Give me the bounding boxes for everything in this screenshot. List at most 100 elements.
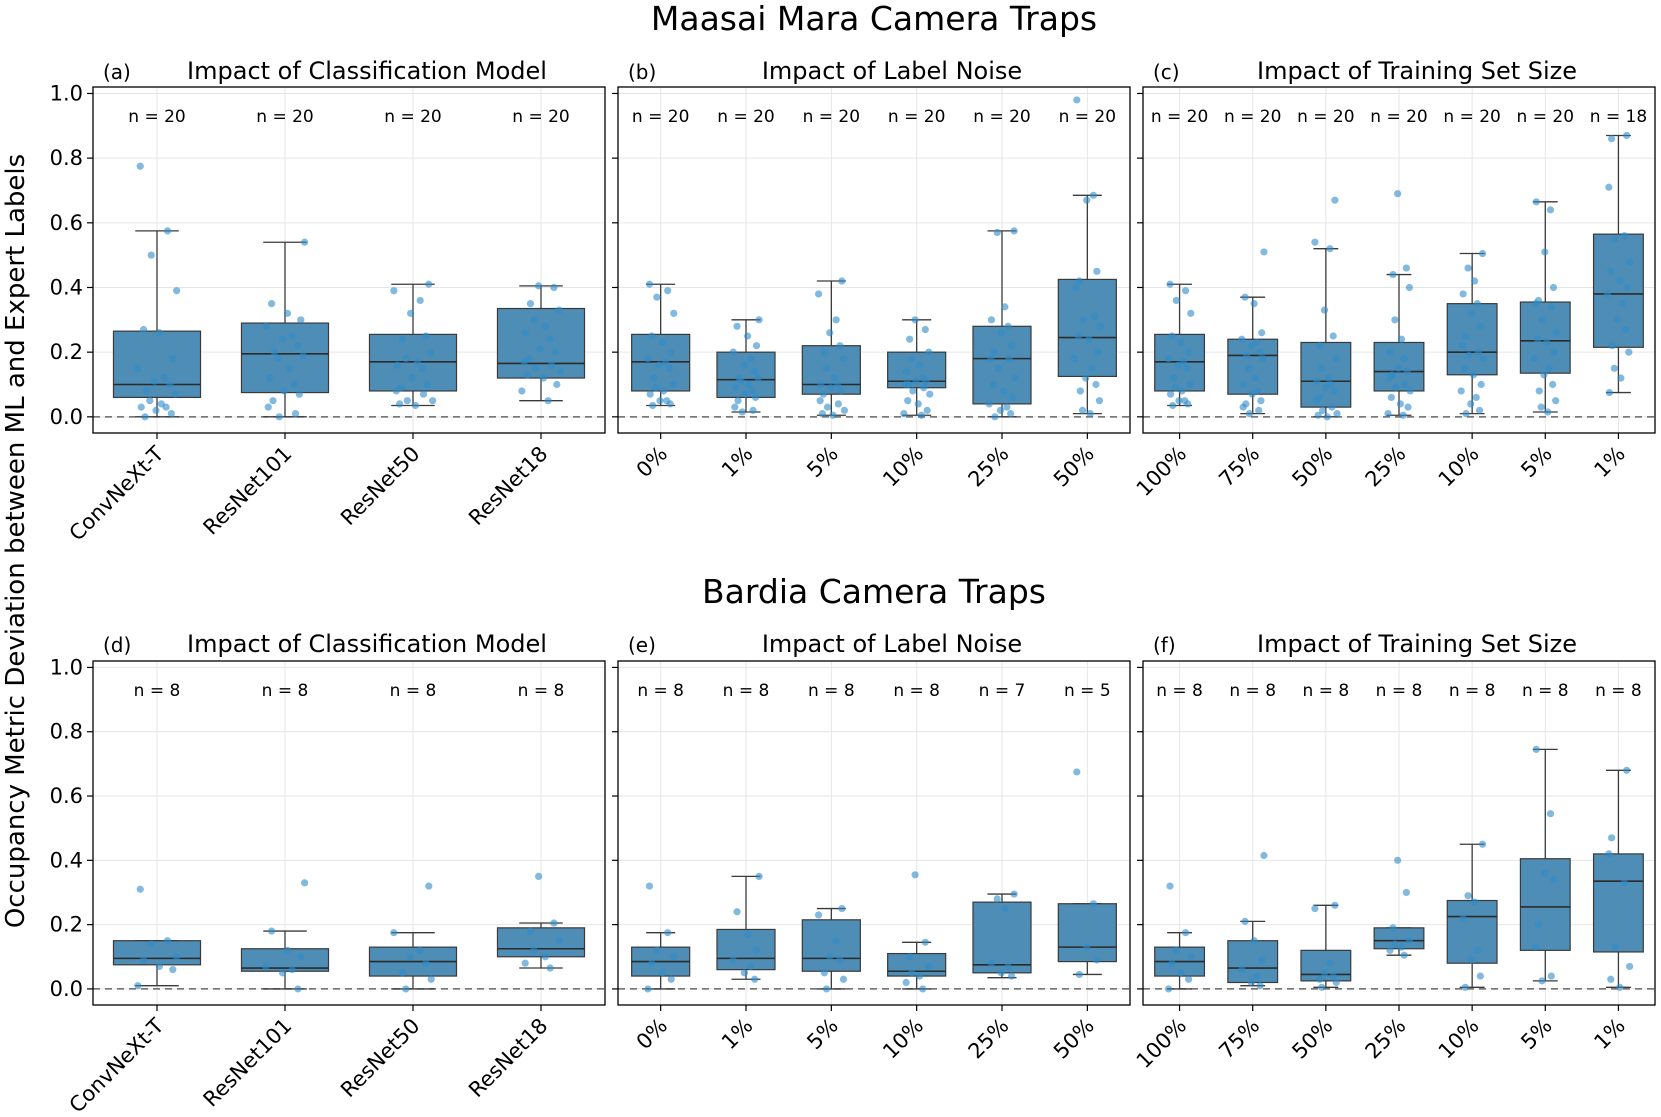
data-point bbox=[1311, 238, 1319, 246]
data-point bbox=[1320, 969, 1329, 977]
data-point bbox=[1318, 364, 1326, 372]
data-point bbox=[136, 885, 144, 893]
box-group bbox=[1446, 249, 1498, 418]
data-point bbox=[1387, 393, 1395, 402]
data-point bbox=[1311, 904, 1319, 913]
x-tick-label: 1% bbox=[717, 442, 758, 483]
data-point bbox=[1607, 834, 1616, 842]
box-group bbox=[1057, 768, 1117, 979]
data-point bbox=[1166, 390, 1175, 398]
data-point bbox=[1321, 384, 1329, 392]
data-point bbox=[1005, 355, 1013, 363]
y-tick-label: 0.8 bbox=[50, 720, 83, 744]
data-point bbox=[1464, 264, 1472, 272]
panel-label: (e) bbox=[628, 633, 656, 657]
iqr-box bbox=[496, 927, 586, 958]
data-point bbox=[535, 282, 543, 290]
data-point bbox=[1538, 316, 1546, 324]
data-point bbox=[655, 361, 663, 369]
data-point bbox=[729, 348, 737, 356]
chart-panel: (e) Impact of Label Noise n = 8 n = 8 n = 8 n… bbox=[612, 630, 1131, 1064]
box-group bbox=[1446, 840, 1498, 991]
data-point bbox=[664, 929, 672, 937]
data-point bbox=[659, 387, 668, 395]
data-point bbox=[1247, 978, 1255, 987]
data-point bbox=[274, 355, 282, 363]
data-point bbox=[827, 384, 835, 392]
data-point bbox=[987, 316, 996, 324]
data-point bbox=[748, 387, 756, 395]
data-point bbox=[839, 355, 848, 363]
x-tick-label: 10% bbox=[1434, 1014, 1484, 1064]
data-point bbox=[840, 406, 849, 414]
x-tick-label: ResNet101 bbox=[199, 442, 297, 540]
data-point bbox=[1318, 983, 1326, 991]
box-group bbox=[1057, 96, 1117, 418]
box-group bbox=[1300, 196, 1352, 421]
data-point bbox=[1474, 348, 1482, 356]
data-point bbox=[147, 940, 155, 948]
panel-label: (b) bbox=[628, 60, 656, 84]
iqr-box bbox=[1227, 940, 1279, 984]
data-point bbox=[262, 962, 270, 971]
data-point bbox=[521, 329, 529, 337]
data-point bbox=[1611, 943, 1619, 951]
data-point bbox=[1184, 400, 1192, 408]
data-point bbox=[832, 316, 840, 324]
data-point bbox=[1085, 335, 1093, 343]
data-point bbox=[1330, 387, 1338, 395]
sample-count: n = 8 bbox=[262, 681, 309, 701]
data-point bbox=[1258, 329, 1266, 337]
panel-label: (a) bbox=[103, 60, 131, 84]
data-point bbox=[1076, 387, 1084, 395]
data-point bbox=[1623, 283, 1632, 292]
data-point bbox=[1626, 962, 1634, 971]
panel-title: Impact of Label Noise bbox=[762, 57, 1022, 85]
data-point bbox=[1096, 322, 1105, 330]
data-point bbox=[418, 364, 426, 372]
x-tick-label: 25% bbox=[1361, 442, 1411, 492]
data-point bbox=[1187, 953, 1195, 961]
data-point bbox=[427, 975, 435, 983]
box-group bbox=[1373, 856, 1425, 959]
data-point bbox=[422, 959, 430, 967]
data-point bbox=[1004, 322, 1012, 330]
box-group bbox=[368, 280, 458, 410]
data-point bbox=[1165, 355, 1173, 363]
data-point bbox=[1465, 351, 1473, 359]
data-point bbox=[1607, 975, 1615, 983]
data-point bbox=[419, 390, 428, 398]
data-point bbox=[1552, 329, 1561, 337]
data-point bbox=[291, 409, 300, 418]
data-point bbox=[550, 919, 558, 927]
data-point bbox=[1327, 380, 1335, 389]
data-point bbox=[1177, 338, 1185, 347]
data-point bbox=[1397, 943, 1406, 951]
data-point bbox=[649, 401, 657, 410]
data-point bbox=[751, 367, 759, 376]
data-point bbox=[1461, 332, 1469, 340]
data-point bbox=[1075, 277, 1083, 285]
data-point bbox=[155, 329, 163, 337]
data-point bbox=[1616, 983, 1624, 991]
data-point bbox=[1384, 409, 1392, 418]
data-point bbox=[267, 927, 276, 935]
data-point bbox=[817, 380, 825, 389]
data-point bbox=[152, 406, 160, 414]
box-group bbox=[631, 882, 691, 993]
box-group bbox=[887, 316, 947, 419]
x-tick-label: 75% bbox=[1214, 1014, 1264, 1064]
sample-count: n = 20 bbox=[973, 107, 1030, 127]
data-point bbox=[1471, 898, 1479, 906]
sample-count: n = 20 bbox=[1297, 107, 1354, 127]
data-point bbox=[1394, 190, 1402, 198]
data-point bbox=[915, 361, 924, 369]
data-point bbox=[1239, 403, 1247, 411]
data-point bbox=[1478, 249, 1487, 258]
data-point bbox=[1473, 300, 1481, 308]
data-point bbox=[923, 406, 931, 414]
data-point bbox=[169, 355, 177, 363]
data-point bbox=[991, 413, 999, 421]
x-tick-label: 5% bbox=[1516, 442, 1557, 483]
data-point bbox=[1603, 290, 1612, 298]
